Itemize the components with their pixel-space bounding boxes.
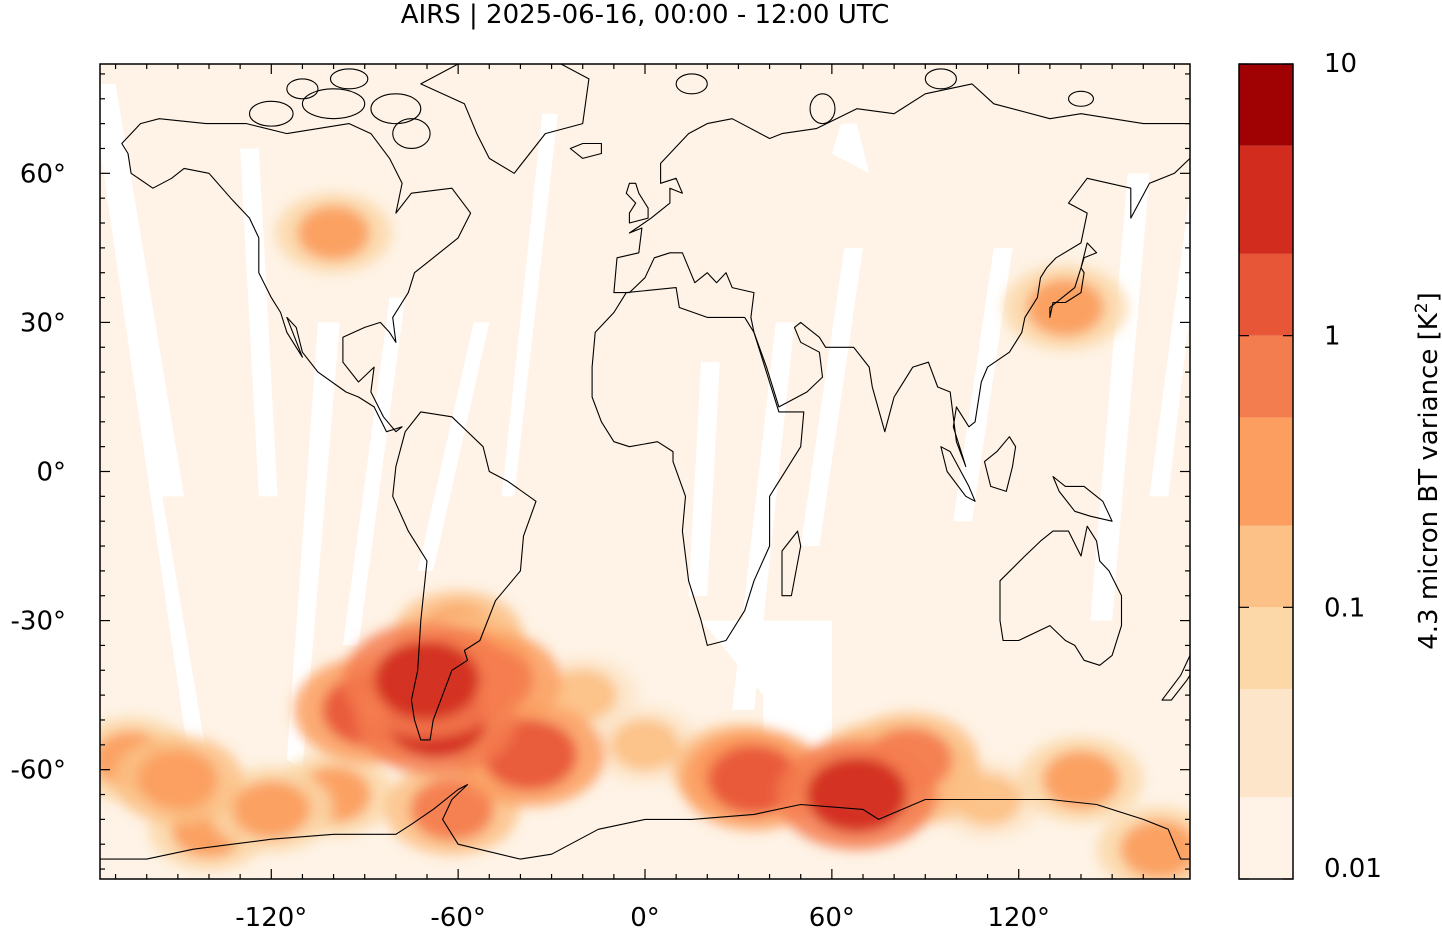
swath-gap — [732, 322, 795, 711]
colorbar-level — [1239, 797, 1293, 879]
hotspot — [374, 640, 480, 720]
y-tick-label: 60° — [20, 159, 66, 189]
orbit-swath-gaps — [100, 83, 1190, 770]
swath-gap — [1090, 173, 1150, 621]
coastline-island — [392, 118, 431, 150]
swath-gap — [701, 620, 832, 770]
hotspot — [137, 749, 219, 810]
y-tick-label: -30° — [11, 607, 66, 637]
swath-gap — [342, 297, 406, 646]
coastline-island — [809, 93, 836, 125]
colorbar-level — [1239, 335, 1293, 418]
swath-gap — [1149, 191, 1190, 497]
colorbar-frame — [1238, 63, 1294, 880]
hotspot — [232, 780, 310, 839]
coastline-island — [286, 78, 319, 100]
coastline-island — [924, 68, 957, 90]
swath-gap — [953, 247, 1013, 522]
x-tick-label: 120° — [987, 903, 1050, 930]
coastline-uk — [625, 182, 649, 224]
hotspot — [1120, 820, 1190, 879]
hotspot — [548, 669, 618, 721]
coastline-south-america — [392, 411, 537, 741]
colorbar: 10 1 0.1 0.01 4.3 micron BT variance [K2] — [1238, 49, 1442, 884]
swath-gap — [800, 247, 863, 547]
swath-gap — [417, 322, 490, 571]
axis-ticks — [100, 64, 1190, 879]
x-tick-label: 0° — [630, 903, 660, 930]
coastline-island — [370, 93, 422, 125]
colorbar-tick-label: 0.1 — [1324, 593, 1365, 623]
coastline-eurasia — [613, 83, 1190, 468]
colorbar-level — [1239, 607, 1293, 690]
x-tick-label: -60° — [430, 903, 485, 930]
swath-gap — [501, 113, 558, 497]
coastline-island — [329, 68, 369, 90]
colorbar-level — [1239, 253, 1293, 336]
colorbar-level — [1239, 145, 1293, 254]
coastline-island — [675, 73, 708, 95]
x-tick-label: 60° — [809, 903, 855, 930]
coastline-antarctica — [100, 784, 1190, 860]
hotspot — [1026, 278, 1105, 337]
coastline-new-zealand — [1161, 654, 1190, 701]
plot-area — [100, 64, 1190, 879]
variance-hotspots — [100, 193, 1190, 879]
hotspot — [1042, 750, 1120, 809]
swath-gap — [688, 362, 720, 596]
coastline-japan — [1049, 242, 1098, 318]
coastline-madagascar — [781, 530, 802, 597]
y-tick-label: 30° — [20, 308, 66, 338]
coastline-africa — [591, 287, 805, 646]
x-tick-labels: -120° -60° 0° 60° 120° — [235, 903, 1050, 930]
coastline-greenland — [420, 64, 590, 174]
hotspot — [806, 756, 907, 833]
y-tick-labels: 60° 30° 0° -30° -60° — [11, 159, 66, 785]
coastline-new-guinea — [1052, 475, 1113, 522]
x-tick-label: -120° — [235, 903, 307, 930]
colorbar-levels — [1239, 64, 1293, 879]
colorbar-level — [1239, 689, 1293, 798]
colorbar-level — [1239, 64, 1293, 146]
swath-gap — [100, 83, 209, 770]
colorbar-tick-label: 1 — [1324, 322, 1341, 352]
coastline-australia — [999, 525, 1123, 666]
y-tick-label: 0° — [36, 458, 66, 488]
colorbar-label: 4.3 micron BT variance [K2] — [1412, 292, 1442, 650]
colorbar-tick-label: 0.01 — [1324, 854, 1382, 884]
coastline-iceland — [569, 142, 602, 159]
coastline-borneo — [983, 436, 1017, 492]
swath-gap — [240, 148, 278, 497]
swath-gap — [831, 123, 870, 174]
y-tick-label: -60° — [11, 756, 66, 786]
colorbar-ticks — [1239, 63, 1293, 880]
coastlines — [100, 64, 1190, 860]
coastline-island — [301, 88, 366, 120]
coastline-island — [1067, 90, 1095, 107]
hotspot — [610, 718, 680, 771]
coastline-north-america — [121, 118, 472, 433]
hotspot — [297, 205, 370, 261]
colorbar-level — [1239, 417, 1293, 526]
coastline-island — [248, 100, 294, 127]
colorbar-level — [1239, 525, 1293, 608]
coastline-sumatra — [940, 446, 976, 502]
hotspot — [410, 778, 494, 841]
colorbar-tick-label: 10 — [1324, 49, 1357, 79]
swath-gap — [286, 322, 340, 770]
chart-title: AIRS | 2025-06-16, 00:00 - 12:00 UTC — [401, 0, 890, 30]
colorbar-tick-labels: 10 1 0.1 0.01 — [1324, 49, 1382, 884]
